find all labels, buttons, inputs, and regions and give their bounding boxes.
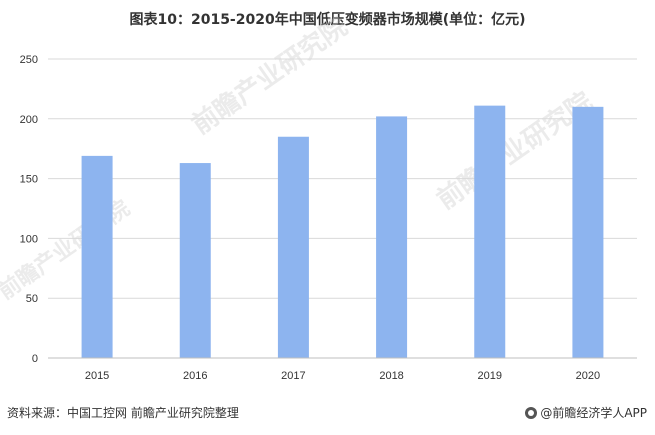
y-tick-label: 200 [20, 114, 38, 126]
y-axis-ticks: 0 50 100 150 200 250 [20, 54, 38, 365]
y-tick-label: 250 [20, 54, 38, 66]
x-tick-label: 2016 [183, 370, 207, 382]
x-tick-label: 2015 [85, 370, 109, 382]
bar-2019 [474, 105, 506, 358]
bar-2015 [81, 155, 113, 358]
bar-2016 [179, 163, 211, 358]
watermark-3: 前瞻产业研究院 [0, 195, 135, 305]
x-tick-label: 2019 [478, 370, 502, 382]
y-tick-label: 100 [20, 233, 38, 245]
y-tick-label: 150 [20, 174, 38, 186]
x-tick-label: 2020 [576, 370, 600, 382]
x-axis-ticks: 2015 2016 2017 2018 2019 2020 [85, 370, 600, 382]
watermark-1: 前瞻产业研究院 [186, 11, 353, 141]
bar-2017 [277, 136, 309, 358]
bar-2020 [572, 106, 604, 358]
publisher-logo: @前瞻经济学人APP [525, 404, 647, 421]
x-tick-label: 2018 [379, 370, 403, 382]
gridlines [48, 58, 637, 299]
bars [81, 105, 604, 359]
logo-text: @前瞻经济学人APP [540, 406, 647, 420]
bar-2018 [376, 116, 408, 359]
chart-title: 图表10：2015-2020年中国低压变频器市场规模(单位：亿元) [129, 12, 526, 28]
x-tick-label: 2017 [281, 370, 305, 382]
y-tick-label: 50 [26, 293, 38, 305]
source-note: 资料来源：中国工控网 前瞻产业研究院整理 [7, 406, 239, 420]
y-tick-label: 0 [32, 353, 38, 365]
logo-icon [525, 406, 538, 419]
